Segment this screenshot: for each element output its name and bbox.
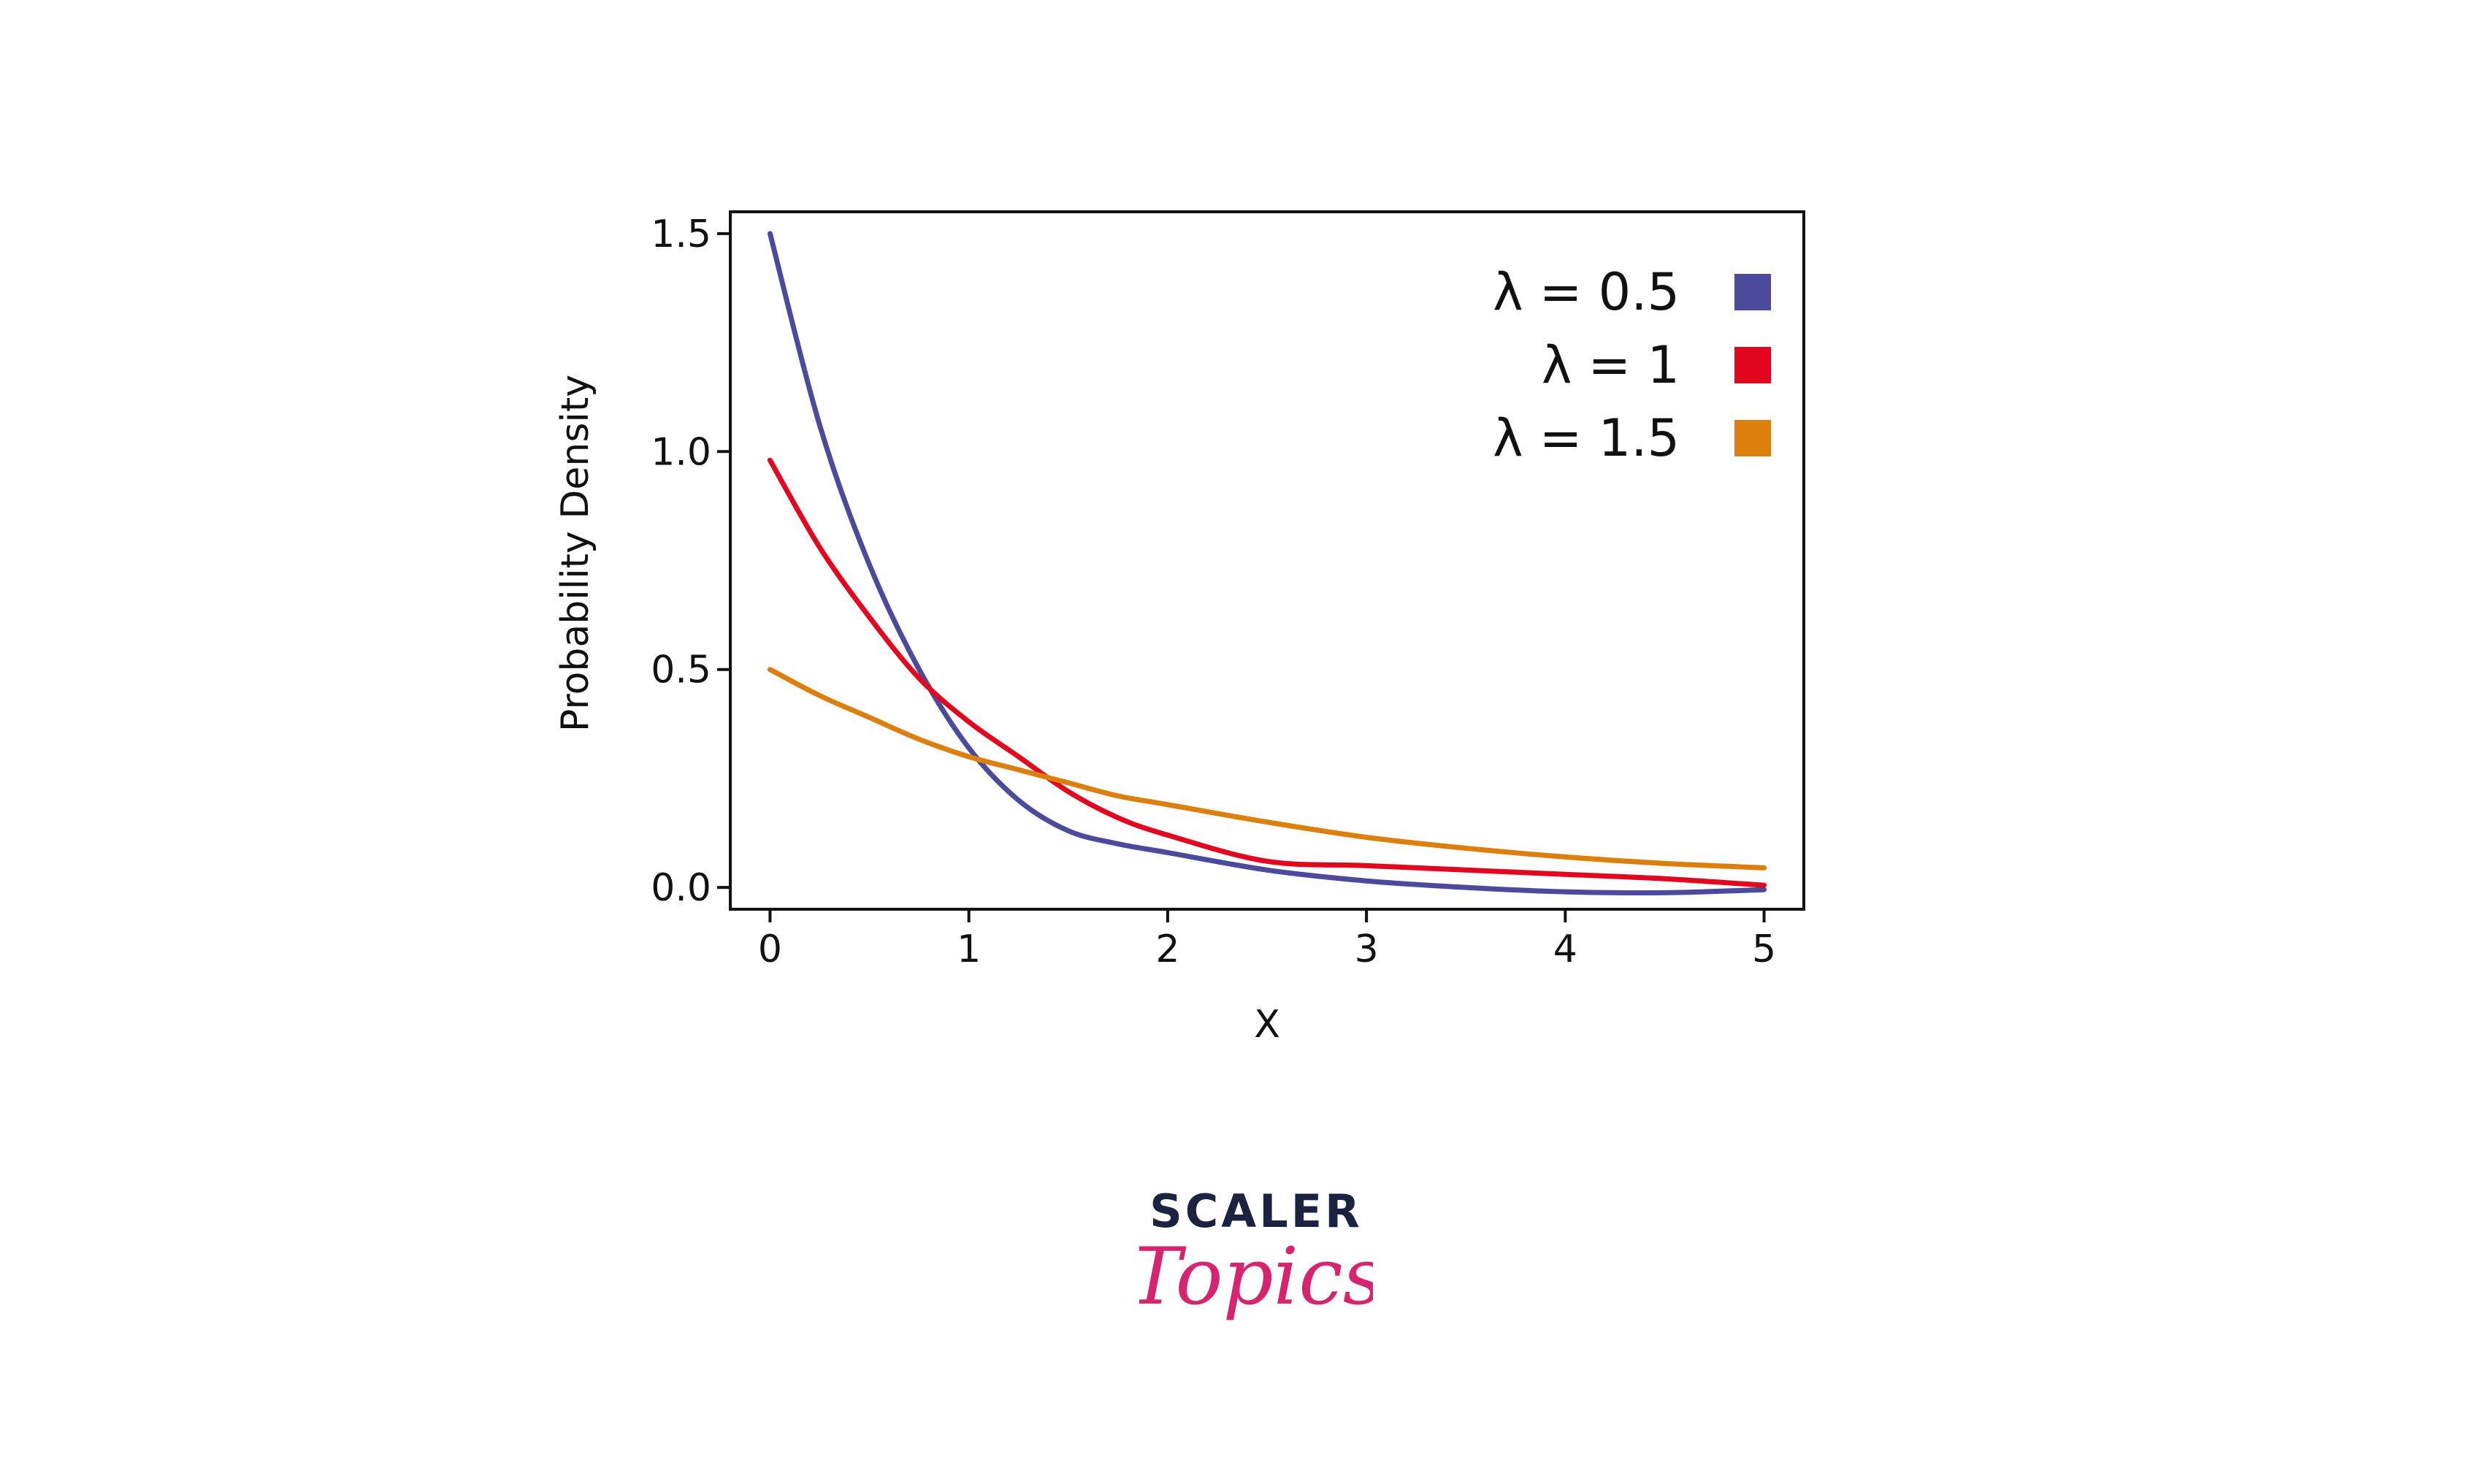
x-axis-label: X [1254,1003,1280,1047]
legend: λ = 0.5 λ = 1 λ = 1.5 [1493,262,1771,468]
x-tick-label-4: 4 [1553,928,1577,971]
plot-frame [729,210,1805,911]
x-tick-label-5: 5 [1752,928,1776,971]
logo-brand-top: SCALER [1149,1185,1363,1238]
legend-swatch-0 [1734,274,1771,310]
y-tick-label-1: 0.5 [651,649,711,692]
x-tick-label-1: 1 [957,928,981,971]
series-layer [767,231,1767,896]
series-line-1 [767,457,1767,888]
legend-label-2: λ = 1.5 [1493,408,1680,468]
plot-area [729,210,1805,911]
legend-swatch-1 [1734,347,1771,383]
x-tick-label-2: 2 [1155,928,1179,971]
series-line-0 [767,231,1767,896]
x-tick-label-0: 0 [758,928,782,971]
y-tick-label-3: 1.5 [651,213,711,256]
scaler-topics-logo: SCALER Topics [1139,1185,1373,1323]
legend-label-1: λ = 1 [1542,335,1680,395]
y-axis-label: Probability Density [554,375,597,732]
legend-swatch-2 [1734,420,1771,456]
x-tick-label-3: 3 [1355,928,1379,971]
y-tick-label-0: 0.0 [651,866,711,910]
series-line-2 [767,667,1767,871]
logo-brand-bottom: Topics [1139,1231,1373,1323]
y-tick-label-2: 1.0 [651,430,711,474]
legend-label-0: λ = 0.5 [1493,262,1680,322]
axes-layer: 0 1 2 3 4 5 0.0 0.5 1.0 1.5 [651,213,1776,971]
